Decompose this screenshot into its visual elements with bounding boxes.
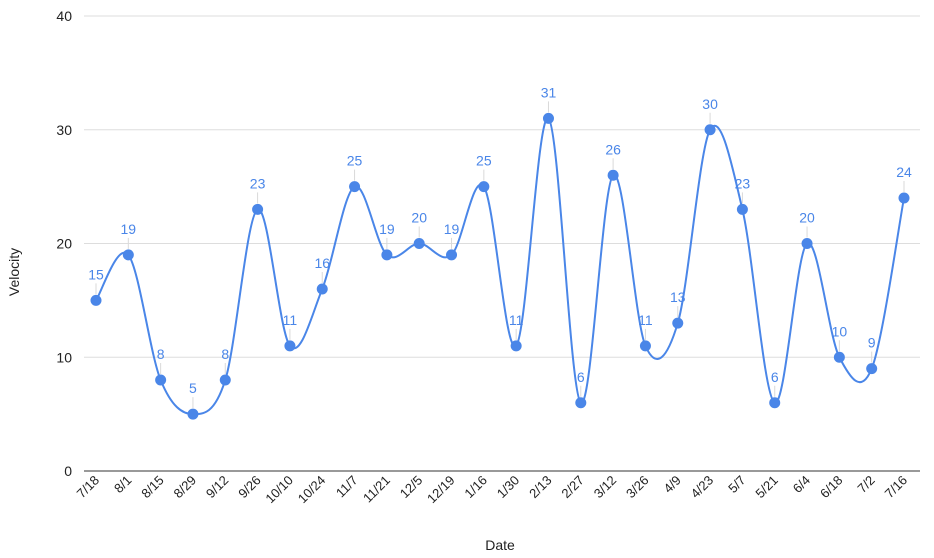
data-point-12/19	[446, 249, 458, 261]
data-point-12/5	[413, 238, 425, 249]
data-point-3/26	[639, 340, 651, 352]
x-axis-title: Date	[485, 537, 515, 553]
data-point-1/30	[510, 340, 522, 352]
data-label: 20	[799, 210, 815, 226]
x-tick-label: 8/29	[171, 473, 200, 502]
gridlines	[84, 15, 920, 472]
x-tick-label: 2/27	[558, 473, 587, 502]
x-tick-label: 11/7	[333, 473, 361, 501]
data-label: 8	[157, 346, 165, 362]
data-points	[90, 112, 910, 420]
y-tick-label: 10	[56, 349, 72, 365]
y-tick-label: 40	[56, 8, 72, 24]
data-label: 30	[702, 96, 718, 112]
data-point-8/1	[122, 249, 134, 261]
series-line	[95, 117, 905, 416]
data-label: 9	[868, 335, 876, 351]
data-label: 10	[832, 323, 848, 339]
data-label: 13	[670, 289, 686, 305]
x-tick-label: 8/15	[138, 473, 167, 502]
data-point-7/2	[866, 363, 878, 375]
x-tick-label: 4/9	[660, 473, 683, 496]
y-tick-label: 30	[56, 122, 72, 138]
x-tick-label: 5/7	[725, 473, 748, 496]
x-tick-label: 2/13	[526, 473, 555, 502]
data-point-8/15	[155, 374, 167, 386]
data-point-3/12	[607, 169, 619, 181]
data-point-7/18	[90, 294, 102, 306]
data-point-5/7	[736, 203, 748, 215]
data-label: 19	[444, 221, 460, 237]
data-label: 16	[314, 255, 330, 271]
data-label: 5	[189, 380, 197, 396]
series-line-layer	[95, 117, 905, 416]
x-tick-label: 11/21	[360, 473, 393, 506]
data-label: 19	[379, 221, 395, 237]
x-tick-label: 7/18	[74, 473, 103, 502]
data-point-2/27	[575, 397, 587, 409]
x-tick-label: 12/5	[397, 473, 426, 502]
data-label: 11	[638, 312, 653, 328]
y-axis-title: Velocity	[6, 248, 22, 296]
x-tick-label: 8/1	[111, 473, 134, 496]
data-label: 15	[88, 266, 104, 282]
data-point-4/9	[672, 317, 684, 329]
data-point-11/21	[381, 249, 393, 261]
x-tick-label: 10/10	[262, 473, 296, 507]
x-tick-label: 9/26	[235, 473, 264, 502]
y-tick-label: 20	[56, 236, 72, 252]
x-tick-label: 12/19	[424, 473, 458, 507]
data-point-7/16	[898, 192, 910, 204]
data-label: 6	[771, 369, 779, 385]
x-tick-label: 3/26	[623, 473, 652, 502]
x-tick-label: 5/21	[752, 473, 781, 502]
data-label: 11	[509, 312, 524, 328]
data-label: 23	[250, 175, 266, 191]
data-point-10/24	[316, 283, 328, 295]
data-point-6/18	[833, 351, 845, 363]
data-label: 31	[541, 84, 557, 100]
y-axis: 0 10 20 30 40	[56, 8, 72, 479]
x-tick-label: 7/2	[854, 473, 877, 496]
data-label: 19	[121, 221, 137, 237]
data-label: 8	[221, 346, 229, 362]
x-tick-label: 6/18	[817, 473, 846, 502]
data-label: 26	[605, 141, 621, 157]
data-labels: 15 19 8 5 8 23 11 16 25 19 20 19 25 11 31 6 26 11 13 30 23 6 2…	[88, 84, 912, 396]
data-point-1/16	[478, 181, 490, 193]
x-tick-label: 10/24	[295, 473, 329, 507]
x-tick-label: 7/16	[882, 473, 911, 502]
x-tick-label: 9/12	[203, 473, 232, 502]
data-label: 25	[476, 153, 492, 169]
x-tick-label: 3/12	[591, 473, 620, 502]
x-tick-label: 6/4	[790, 473, 813, 496]
data-label: 24	[896, 164, 912, 180]
data-point-10/10	[284, 340, 296, 352]
data-label-leaders	[95, 101, 905, 409]
data-point-8/29	[187, 408, 199, 420]
data-label: 23	[735, 175, 751, 191]
data-label: 11	[283, 312, 298, 328]
x-tick-label: 1/16	[461, 473, 490, 502]
data-point-9/26	[252, 203, 264, 215]
data-point-11/7	[349, 181, 361, 193]
data-point-9/12	[219, 374, 231, 386]
y-tick-label: 0	[64, 463, 72, 479]
data-point-2/13	[542, 112, 554, 124]
data-label: 20	[411, 210, 427, 226]
x-tick-label: 4/23	[688, 473, 717, 502]
data-point-5/21	[769, 397, 781, 409]
x-tick-label: 1/30	[494, 473, 523, 502]
data-label: 25	[347, 153, 363, 169]
data-label: 6	[577, 369, 585, 385]
data-point-4/23	[704, 124, 716, 136]
data-point-6/4	[801, 238, 813, 249]
